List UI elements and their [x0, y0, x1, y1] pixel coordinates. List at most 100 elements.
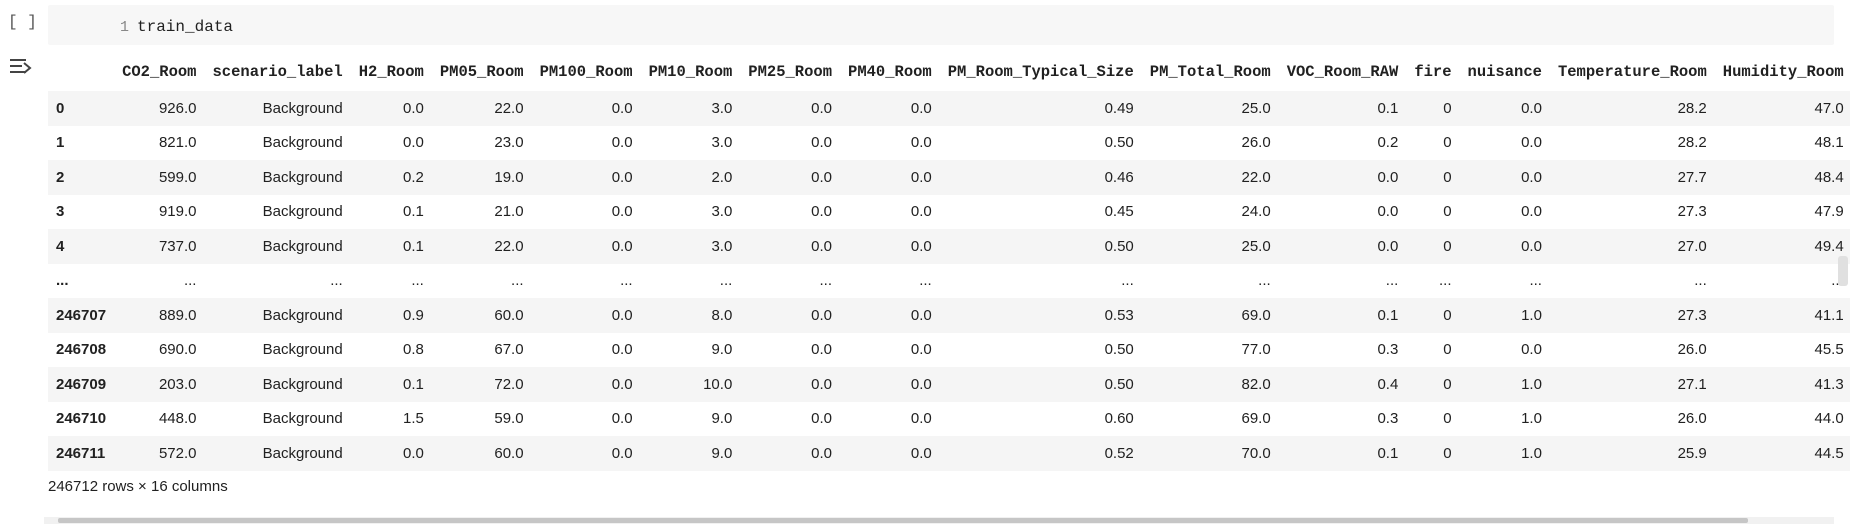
table-cell: 0.0	[402, 444, 424, 462]
table-cell: 67.0	[494, 341, 524, 359]
table-cell: 1.0	[1521, 444, 1542, 462]
table-cell: 0	[1443, 237, 1452, 255]
table-cell: 0.0	[811, 203, 833, 221]
table-cell: 0.3	[1377, 341, 1399, 359]
table-cell: 0.0	[611, 168, 633, 186]
table-cell: 2.0	[711, 168, 733, 186]
table-cell: 27.3	[1677, 306, 1707, 324]
table-cell: 0.0	[910, 410, 932, 428]
table-cell: 25.0	[1241, 237, 1271, 255]
table-cell: Background	[262, 203, 343, 221]
row-index: 3	[56, 203, 65, 221]
table-row: 246709 203.0 Background 0.1 72.0 0.0 10.0 0.0 0.…	[48, 367, 1850, 402]
table-cell: 0.0	[910, 375, 932, 393]
table-cell: 0.0	[910, 99, 932, 117]
table-cell: 0.60	[1104, 410, 1134, 428]
column-header: nuisance	[1467, 62, 1542, 81]
table-row: 2 599.0 Background 0.2 19.0 0.0 2.0 0.0 0.0 0.46 2…	[48, 160, 1850, 195]
table-cell: 0	[1443, 410, 1452, 428]
table-cell: 821.0	[158, 134, 197, 152]
table-cell: 70.0	[1241, 444, 1271, 462]
table-cell: 919.0	[158, 203, 197, 221]
table-cell: 26.0	[1241, 134, 1271, 152]
table-cell: ...	[411, 272, 424, 290]
table-cell: 3.0	[711, 203, 733, 221]
table-cell: 3.0	[711, 134, 733, 152]
table-cell: 0.1	[1377, 99, 1399, 117]
dataframe-table: CO2_Room scenario_label H2_Room PM05_Room PM…	[48, 52, 1850, 471]
output-toggle-icon[interactable]	[8, 54, 34, 78]
table-cell: 0.0	[402, 99, 424, 117]
table-cell: 0	[1443, 203, 1452, 221]
table-cell: 0.50	[1104, 237, 1134, 255]
table-cell: 0.52	[1104, 444, 1134, 462]
table-cell: 0.0	[611, 444, 633, 462]
table-cell: Background	[262, 444, 343, 462]
column-header: PM_Total_Room	[1149, 62, 1271, 81]
table-cell: 27.0	[1677, 237, 1707, 255]
table-cell: ...	[1715, 264, 1850, 299]
table-cell: 47.9	[1814, 203, 1844, 221]
table-cell: 0.46	[1104, 168, 1134, 186]
table-cell: ...	[1385, 272, 1399, 290]
table-cell: ...	[919, 272, 932, 290]
table-cell: ...	[183, 272, 197, 290]
table-cell: 0.0	[811, 237, 833, 255]
table-row: 1 821.0 Background 0.0 23.0 0.0 3.0 0.0 0.0 0.50 2…	[48, 125, 1850, 160]
table-cell: 0.9	[402, 306, 424, 324]
table-cell: 0.0	[1521, 134, 1542, 152]
table-cell: ...	[1529, 272, 1542, 290]
table-cell: Background	[262, 237, 343, 255]
output-area: CO2_Room scenario_label H2_Room PM05_Room PM…	[48, 52, 1850, 471]
run-button[interactable]: [ ]	[8, 13, 37, 31]
table-cell: 1.0	[1521, 375, 1542, 393]
table-cell: 0.0	[811, 341, 833, 359]
vertical-scrollbar-thumb[interactable]	[1838, 256, 1848, 286]
horizontal-scrollbar-thumb[interactable]	[58, 518, 1748, 523]
table-cell: 0.0	[910, 134, 932, 152]
table-cell: 41.1	[1814, 306, 1844, 324]
table-cell: 60.0	[494, 444, 524, 462]
table-cell: 0.0	[1521, 237, 1542, 255]
table-cell: ...	[620, 272, 633, 290]
table-cell: 24.0	[1241, 203, 1271, 221]
table-cell: Background	[262, 341, 343, 359]
table-cell: 0	[1443, 341, 1452, 359]
table-cell: 72.0	[494, 375, 524, 393]
column-header: PM100_Room	[539, 62, 633, 81]
table-cell: 0.0	[910, 341, 932, 359]
table-cell: 3.0	[711, 99, 733, 117]
table-cell: Background	[262, 410, 343, 428]
table-cell: 0.0	[811, 410, 833, 428]
table-cell: 0.0	[1377, 237, 1399, 255]
table-cell: 0.0	[1521, 168, 1542, 186]
table-row: 246710 448.0 Background 1.5 59.0 0.0 9.0 0.0 0.0…	[48, 401, 1850, 436]
table-cell: 28.2	[1677, 99, 1707, 117]
table-cell: 3.0	[711, 237, 733, 255]
table-cell: 48.1	[1814, 134, 1844, 152]
table-cell: 690.0	[158, 341, 197, 359]
table-cell: 203.0	[158, 375, 197, 393]
table-cell: 9.0	[711, 444, 733, 462]
table-cell: 1.5	[402, 410, 424, 428]
code-line[interactable]: train_data	[137, 18, 234, 36]
table-cell: ...	[1121, 272, 1134, 290]
table-cell: 28.2	[1677, 134, 1707, 152]
column-header: PM_Room_Typical_Size	[947, 62, 1134, 81]
table-cell: 1.0	[1521, 306, 1542, 324]
table-cell: 0.8	[402, 341, 424, 359]
table-cell: 0.0	[910, 168, 932, 186]
table-cell: 0	[1443, 444, 1452, 462]
horizontal-scrollbar[interactable]	[44, 517, 1834, 524]
row-index: 246707	[56, 306, 107, 324]
table-cell: 0.0	[910, 203, 932, 221]
table-cell: 572.0	[158, 444, 197, 462]
table-cell: 1.0	[1521, 410, 1542, 428]
table-cell: 0.0	[1521, 99, 1542, 117]
table-cell: 448.0	[158, 410, 197, 428]
table-cell: 45.5	[1814, 341, 1844, 359]
table-cell: 10.0	[703, 375, 733, 393]
code-editor[interactable]: 1 train_data	[48, 5, 1834, 45]
table-cell: 0.0	[611, 203, 633, 221]
